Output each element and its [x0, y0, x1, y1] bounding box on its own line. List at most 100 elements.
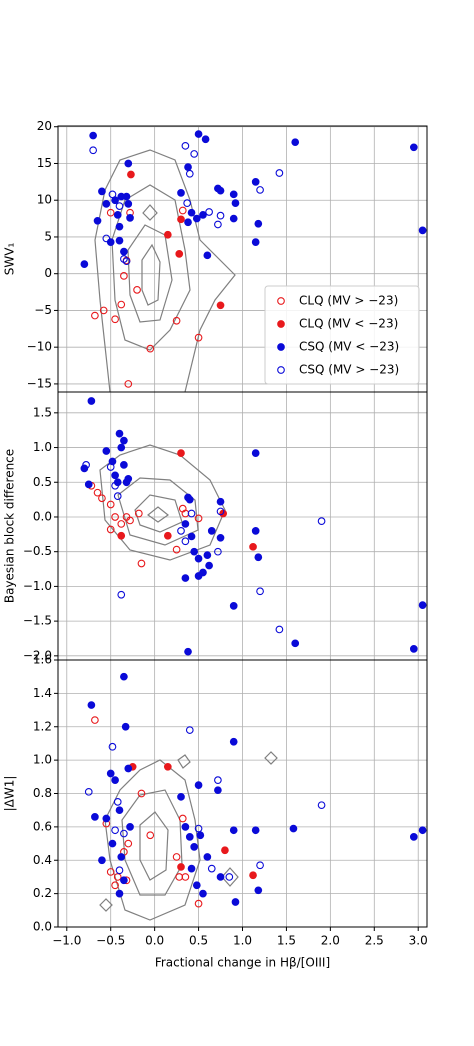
data-point: [106, 525, 115, 534]
legend-marker: [277, 297, 285, 305]
data-point: [418, 826, 427, 835]
data-point: [185, 833, 194, 841]
data-point: [113, 797, 122, 806]
data-point: [122, 257, 131, 266]
data-point: [254, 219, 263, 228]
contour: [141, 243, 161, 306]
data-point: [216, 507, 225, 516]
y-tick-label: −15: [27, 376, 52, 390]
data-point: [249, 871, 257, 880]
data-point: [317, 801, 326, 810]
y-tick-label: 0.4: [33, 853, 52, 867]
legend-label: CLQ (MV > −23): [299, 294, 398, 308]
data-point: [317, 517, 326, 525]
data-point: [409, 143, 418, 152]
data-point: [192, 881, 201, 890]
data-point: [91, 716, 99, 724]
data-point: [120, 672, 128, 681]
data-point: [229, 826, 238, 835]
y-tick-label: 1.6: [33, 653, 52, 667]
data-point: [108, 742, 117, 751]
data-point: [172, 853, 181, 861]
data-point: [126, 823, 134, 831]
data-point: [84, 480, 93, 489]
data-point: [251, 449, 260, 457]
y-tick-label: 1.0: [33, 753, 52, 767]
data-point: [87, 701, 96, 709]
y-tick-label: 0.8: [33, 786, 52, 800]
y-tick-label: −1.0: [23, 579, 52, 593]
data-point: [146, 831, 155, 840]
data-point: [190, 843, 199, 851]
data-point: [106, 463, 115, 471]
data-point: [214, 786, 222, 795]
y-tick-label: 0.6: [33, 819, 52, 833]
data-point: [117, 520, 126, 528]
data-point: [205, 561, 213, 570]
data-point: [115, 202, 124, 210]
data-point: [203, 853, 212, 861]
data-point: [225, 873, 234, 881]
data-point: [214, 776, 222, 785]
data-point: [102, 447, 111, 455]
data-point: [187, 509, 196, 518]
data-point: [187, 532, 196, 541]
y-tick-label: 0: [44, 266, 52, 280]
data-point: [111, 315, 119, 324]
data-point: [113, 211, 122, 219]
contour: [139, 811, 169, 881]
data-point: [201, 135, 210, 144]
data-point: [194, 130, 203, 138]
data-point: [216, 497, 225, 506]
data-point: [98, 494, 106, 503]
data-point: [199, 211, 207, 219]
data-point: [254, 886, 263, 895]
data-point: [124, 764, 133, 773]
y-tick-label: −0.5: [23, 544, 52, 558]
data-point: [89, 146, 97, 155]
data-point: [199, 889, 207, 898]
y-tick-label: 1.2: [33, 719, 52, 733]
data-point: [177, 449, 185, 457]
data-point: [251, 238, 260, 246]
contour: [142, 204, 158, 221]
data-point: [178, 206, 187, 215]
y-tick-label: 10: [37, 193, 52, 207]
data-point: [185, 495, 194, 504]
data-point: [113, 492, 122, 500]
data-point: [207, 864, 216, 873]
data-point: [216, 873, 225, 881]
data-point: [177, 527, 185, 535]
data-point: [115, 236, 124, 245]
data-point: [89, 131, 97, 140]
x-tick-label: 3.0: [409, 934, 428, 948]
data-point: [106, 769, 115, 778]
data-point: [117, 300, 126, 309]
data-point: [93, 216, 102, 225]
data-point: [291, 138, 300, 147]
x-tick-label: 1.0: [233, 934, 252, 948]
density-contours: [94, 149, 278, 921]
y-tick-label: 1.4: [33, 686, 52, 700]
data-point: [251, 177, 260, 186]
data-point: [249, 542, 257, 551]
data-point: [207, 527, 216, 535]
data-point: [194, 554, 203, 563]
data-point: [275, 625, 284, 634]
data-point: [289, 824, 298, 833]
data-point: [187, 208, 196, 217]
data-point: [216, 301, 225, 310]
data-point: [115, 806, 124, 815]
data-point: [127, 170, 135, 179]
contour: [117, 477, 199, 546]
data-point: [120, 272, 128, 280]
data-point: [102, 200, 111, 208]
data-point: [87, 397, 96, 405]
data-point: [98, 187, 106, 196]
data-point: [194, 781, 203, 790]
x-tick-label: 2.0: [321, 934, 340, 948]
data-point: [185, 169, 194, 178]
legend-box: [264, 285, 420, 385]
data-point: [99, 306, 108, 315]
data-point: [102, 234, 111, 243]
